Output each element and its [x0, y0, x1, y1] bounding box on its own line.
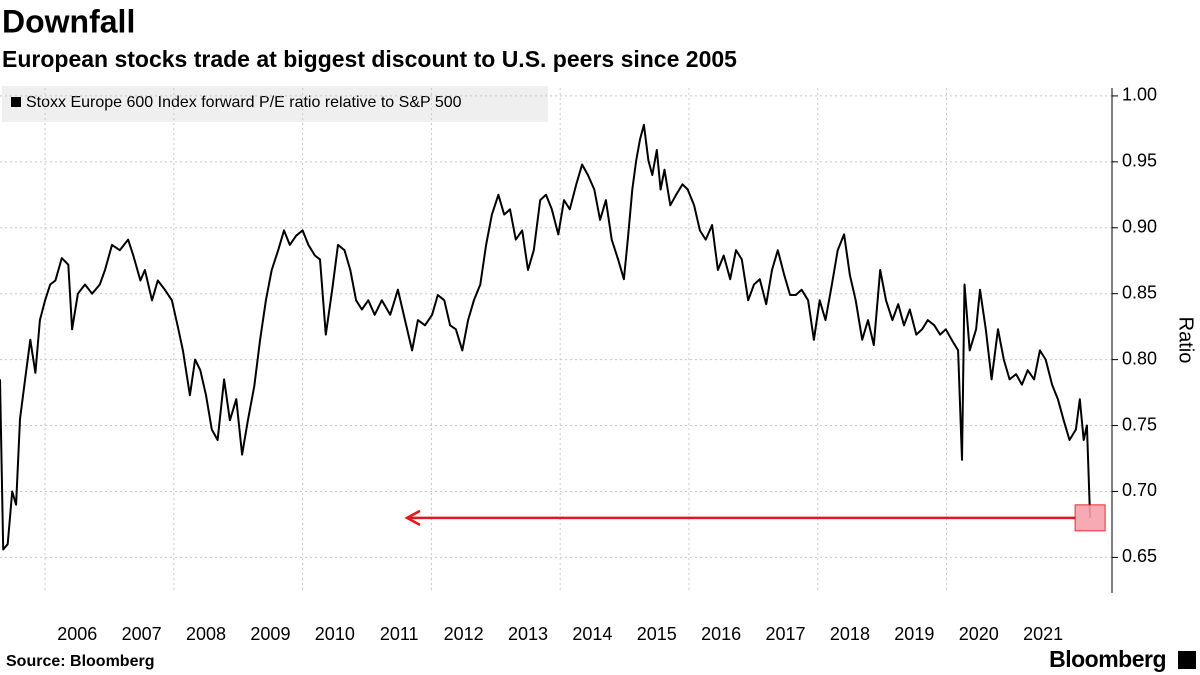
- y-tick-label: 0.65: [1122, 546, 1157, 566]
- x-tick-label: 2009: [250, 624, 290, 644]
- x-tick-label: 2006: [57, 624, 97, 644]
- x-tick-label: 2014: [572, 624, 612, 644]
- x-tick-label: 2015: [637, 624, 677, 644]
- source: Source: Bloomberg: [6, 653, 154, 670]
- y-axis-label: Ratio: [1175, 317, 1197, 364]
- y-tick-label: 0.80: [1122, 348, 1157, 368]
- legend-box: [2, 86, 548, 122]
- annotation-box: [1074, 504, 1106, 532]
- brand: Bloomberg: [1049, 646, 1166, 672]
- legend-swatch: [11, 97, 21, 107]
- legend-label: Stoxx Europe 600 Index forward P/E ratio…: [26, 94, 462, 111]
- line-series: [0, 123, 1092, 551]
- chart-subtitle: European stocks trade at biggest discoun…: [2, 46, 737, 72]
- y-tick-label: 0.95: [1122, 151, 1157, 171]
- x-tick-label: 2019: [894, 624, 934, 644]
- annotation-arrowhead: [404, 509, 421, 526]
- x-tick-label: 2013: [508, 624, 548, 644]
- x-tick-label: 2017: [766, 624, 806, 644]
- y-tick-label: 0.75: [1122, 414, 1157, 434]
- x-tick-label: 2011: [380, 624, 419, 644]
- x-tick-label: 2016: [701, 624, 741, 644]
- y-tick-label: 1.00: [1122, 85, 1157, 105]
- x-tick-label: 2008: [186, 624, 226, 644]
- x-tick-label: 2012: [444, 624, 484, 644]
- x-tick-label: 2021: [1023, 624, 1063, 644]
- x-tick-label: 2020: [959, 624, 999, 644]
- y-tick-label: 0.70: [1122, 480, 1157, 500]
- brand-icon: [1178, 651, 1196, 669]
- y-tick-label: 0.90: [1122, 217, 1157, 237]
- y-tick-label: 0.85: [1122, 282, 1157, 302]
- x-tick-label: 2018: [830, 624, 870, 644]
- x-tick-label: 2007: [122, 624, 162, 644]
- chart-title: Downfall: [2, 3, 135, 39]
- x-tick-label: 2010: [315, 624, 355, 644]
